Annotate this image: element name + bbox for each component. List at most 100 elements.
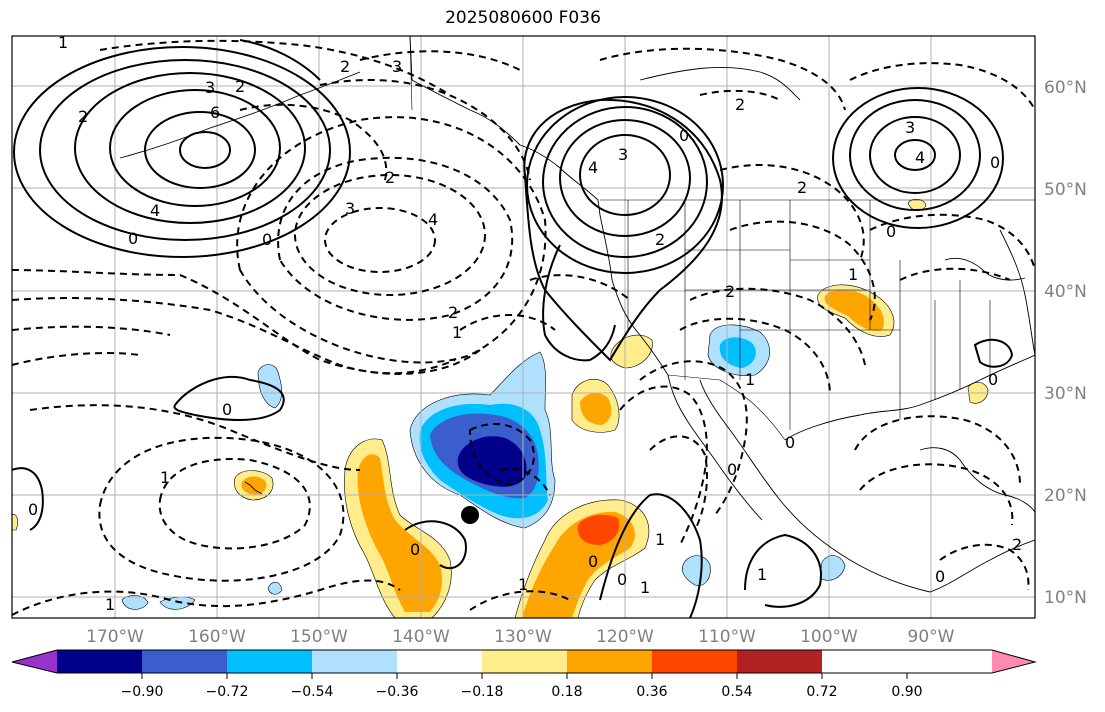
contour-label: 1 <box>640 578 650 597</box>
gridlines <box>12 36 1035 618</box>
dashed-contour-gulf-alaska-5 <box>12 269 481 375</box>
positive-anomaly-edge <box>12 514 18 531</box>
contour-pacific-0 <box>173 375 285 421</box>
contour-label: 4 <box>915 148 925 167</box>
colorbar: −0.90 −0.72 −0.54 −0.36 −0.18 0.18 0.36 … <box>11 649 1037 700</box>
contour-south-2 <box>744 533 822 608</box>
contour-label: 3 <box>618 145 628 164</box>
dashed-contours <box>12 39 1035 616</box>
dashed-contour-gulf-alaska-3 <box>277 156 514 321</box>
dashed-contour-west-low <box>499 467 551 496</box>
dashed-contour-pacific-2 <box>12 352 141 366</box>
contour-canada-4 <box>526 96 724 274</box>
contour-label: 2 <box>797 178 807 197</box>
contour-label: 0 <box>727 460 737 479</box>
dashed-contour-gulf-alaska-6 <box>12 297 456 375</box>
contour-label: 6 <box>210 103 220 122</box>
contour-label: 0 <box>410 540 420 559</box>
lon-label-90w: 90°W <box>908 627 955 647</box>
colorbar-tick-label: 0.90 <box>891 684 922 700</box>
dashed-contour-subtrop-1 <box>459 314 556 331</box>
lon-label-110w: 110°W <box>698 627 756 647</box>
dashed-contour-canada-ridge <box>529 274 631 301</box>
colorbar-extension-low <box>12 650 57 673</box>
contour-label: 3 <box>905 118 915 137</box>
east-coast <box>999 229 1035 356</box>
lon-label-120w: 120°W <box>596 627 654 647</box>
contour-low-pacific-2 <box>144 111 256 189</box>
colorbar-segment <box>142 650 227 673</box>
dashed-contour-pacific-1 <box>12 325 171 336</box>
dashed-contour-gulf-2 <box>859 463 1014 526</box>
chart-title: 2025080600 F036 <box>445 8 601 28</box>
dashed-contour-gulf-alaska-2 <box>294 174 486 296</box>
contour-label: 0 <box>988 370 998 389</box>
colorbar-tick-label: −0.72 <box>206 684 249 700</box>
colorbar-ticks <box>141 673 908 679</box>
contour-label: 0 <box>128 229 138 248</box>
contour-label: 3 <box>205 78 215 97</box>
contour-label: 1 <box>757 565 767 584</box>
contour-low-pacific-5 <box>39 59 331 241</box>
colorbar-segment <box>57 650 142 673</box>
contour-label: 1 <box>58 33 68 52</box>
contour-canada-1 <box>579 134 671 216</box>
contour-label: 2 <box>735 95 745 114</box>
map-frame <box>11 35 1036 619</box>
lat-label-40n: 40°N <box>1044 282 1087 302</box>
contour-canada-2 <box>559 119 691 237</box>
colorbar-tick-label: −0.18 <box>461 684 504 700</box>
colorbar-segment <box>397 650 482 673</box>
contour-label: 4 <box>428 210 438 229</box>
contour-east-high-1 <box>894 139 936 171</box>
contour-label: 0 <box>990 153 1000 172</box>
hudson-bay <box>639 66 801 101</box>
contour-labels: 1 2 3 2 3 2 6 4 0 2 3 4 0 1 2 3 4 2 0 2 … <box>28 33 1022 614</box>
contour-label: 0 <box>617 570 627 589</box>
dashed-contour-gulf-1 <box>854 415 1021 486</box>
dashed-contour-pacific-3 <box>29 404 361 471</box>
colorbar-segment <box>567 650 652 673</box>
dashed-contour-south-pacific <box>12 579 401 616</box>
contour-subtropical <box>404 520 467 570</box>
contour-low-pacific-6 <box>13 46 351 258</box>
contour-label: 0 <box>679 126 689 145</box>
contour-label: 0 <box>222 400 232 419</box>
dashed-contour-mexico-1 <box>639 360 748 516</box>
dashed-contour-north-canada-2 <box>699 89 781 101</box>
positive-anomaly-hawaii-core <box>241 476 267 495</box>
gulf-coast <box>784 354 1035 441</box>
colorbar-tick-label: −0.36 <box>376 684 419 700</box>
contour-label: 1 <box>655 530 665 549</box>
contour-low-pacific-1 <box>179 131 231 169</box>
blue-patch-mexico <box>681 555 711 586</box>
alaska-coast <box>409 36 601 216</box>
contour-label: 3 <box>345 199 355 218</box>
colorbar-segment <box>652 650 737 673</box>
contour-label: 1 <box>160 468 170 487</box>
dashed-contour-hawaii-2 <box>98 436 345 582</box>
contour-label: 2 <box>655 230 665 249</box>
contour-south-1 <box>599 493 703 618</box>
contour-east-high-2 <box>869 116 961 194</box>
contour-label: 1 <box>745 370 755 389</box>
solid-contours <box>12 39 1014 618</box>
contour-label: 1 <box>848 265 858 284</box>
contour-canada-3 <box>542 106 708 258</box>
colorbar-tick-label: 0.36 <box>636 684 667 700</box>
baja-peninsula <box>667 374 763 521</box>
dashed-contour-mexico-3 <box>649 435 708 531</box>
lon-label-140w: 140°W <box>392 627 450 647</box>
contour-label: 2 <box>448 303 458 322</box>
blue-patch-southwest-core <box>719 337 756 368</box>
colorbar-tick-label: −0.90 <box>121 684 164 700</box>
contour-label: 1 <box>105 595 115 614</box>
positive-anomaly-south-peak <box>577 514 620 545</box>
lon-label-170w: 170°W <box>86 627 144 647</box>
colorbar-tick-label: 0.18 <box>551 684 582 700</box>
hawaii <box>244 481 263 495</box>
contour-east-small <box>973 338 1014 368</box>
dashed-contour-gulf-alaska-1 <box>324 207 436 273</box>
contour-east-high-3 <box>849 99 981 211</box>
